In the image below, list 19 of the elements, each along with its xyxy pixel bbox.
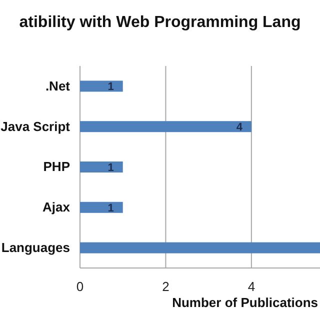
chart-title: atibility with Web Programming Lang (19, 14, 301, 31)
x-tick-label: 0 (76, 279, 84, 294)
data-label: 4 (236, 122, 244, 134)
x-axis-title: Number of Publications (172, 295, 318, 310)
bar (80, 162, 123, 172)
bar (80, 121, 252, 132)
y-tick-label: PHP (43, 159, 70, 174)
y-tick-label: Java Script (0, 118, 71, 134)
y-tick-label: Languages (1, 240, 70, 255)
x-tick-label: 2 (162, 279, 170, 294)
bar (80, 80, 123, 92)
data-label: 1 (108, 162, 114, 174)
bar (80, 202, 123, 213)
data-label: 1 (108, 202, 114, 214)
bar (80, 242, 320, 254)
x-tick-label: 4 (248, 279, 256, 294)
data-label: 1 (108, 81, 114, 94)
y-tick-label: .Net (45, 78, 71, 94)
y-tick-label: Ajax (42, 200, 71, 215)
